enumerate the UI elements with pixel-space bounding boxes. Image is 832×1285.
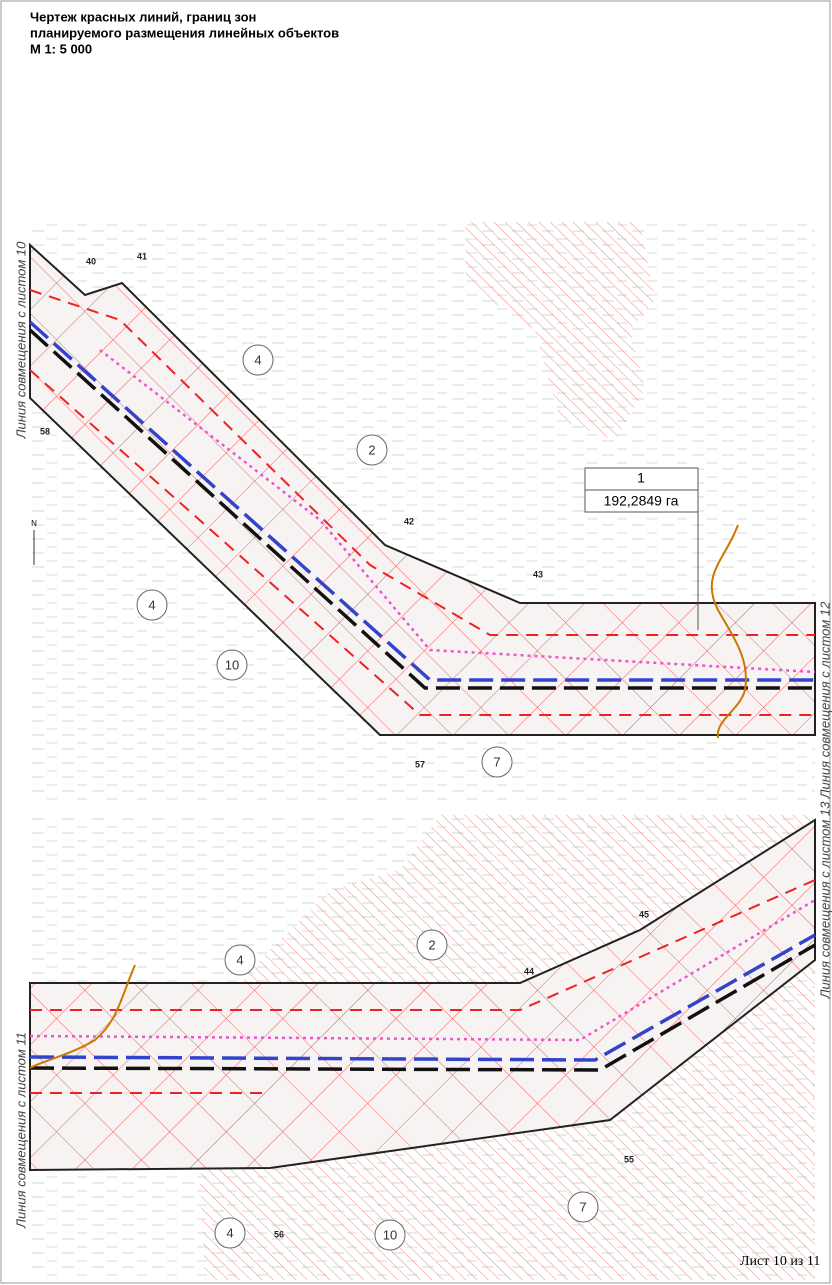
callout-circle	[242, 344, 274, 376]
stream	[710, 524, 747, 739]
point-label: 56	[274, 1229, 284, 1239]
callout-label: 2	[428, 937, 435, 952]
point-label: 40	[86, 256, 96, 266]
callout-label: 7	[493, 754, 500, 769]
parcel-number: 1	[637, 470, 645, 486]
callout-circle	[567, 1191, 599, 1223]
side-label: Линия совмещения с листом 10	[13, 241, 28, 440]
red-line	[29, 369, 815, 716]
scale: М 1: 5 000	[30, 41, 92, 56]
blue-line	[28, 320, 815, 682]
callout-circle	[216, 649, 248, 681]
black-line	[28, 328, 815, 690]
side-label: Линия совмещения с листом 12	[817, 601, 832, 800]
callout-label: 4	[226, 1225, 233, 1240]
callout-label: 10	[383, 1227, 397, 1242]
side-label: Линия совмещения с листом 11	[13, 1032, 28, 1229]
dotted-line	[29, 898, 816, 1042]
callout-label: 4	[148, 597, 155, 612]
corridor	[29, 242, 816, 736]
callout-label: 4	[254, 352, 261, 367]
callout-label: 4	[236, 952, 243, 967]
callout-circle	[356, 434, 388, 466]
side-label: Линия совмещения с листом 13	[817, 801, 832, 1000]
callout-label: 10	[225, 657, 239, 672]
sheet-label: Лист 10 из 11	[740, 1254, 820, 1269]
callout-circle	[214, 1217, 246, 1249]
title-line: планируемого размещения линейных объекто…	[30, 25, 339, 40]
point-label: 55	[624, 1154, 634, 1164]
hatched-area	[465, 222, 655, 440]
point-label: 42	[404, 516, 414, 526]
callout-label: 2	[368, 442, 375, 457]
parcel-area: 192,2849 га	[604, 493, 679, 509]
point-label: 44	[524, 966, 534, 976]
north-label: N	[31, 519, 37, 528]
blue-line	[29, 933, 816, 1062]
callout-circle	[136, 589, 168, 621]
callout-label: 7	[579, 1199, 586, 1214]
callout-circle	[416, 929, 448, 961]
point-label: 45	[639, 909, 649, 919]
title-line: Чертеж красных линий, границ зон	[30, 9, 256, 24]
point-label: 58	[40, 426, 50, 436]
point-label: 43	[533, 569, 543, 579]
stream	[29, 964, 136, 1069]
red-line	[30, 879, 816, 1011]
callout-circle	[224, 944, 256, 976]
point-label: 57	[415, 759, 425, 769]
callout-circle	[374, 1219, 406, 1251]
corridor	[29, 818, 816, 1172]
red-line	[29, 289, 815, 636]
point-label: 41	[137, 251, 147, 261]
callout-circle	[481, 746, 513, 778]
